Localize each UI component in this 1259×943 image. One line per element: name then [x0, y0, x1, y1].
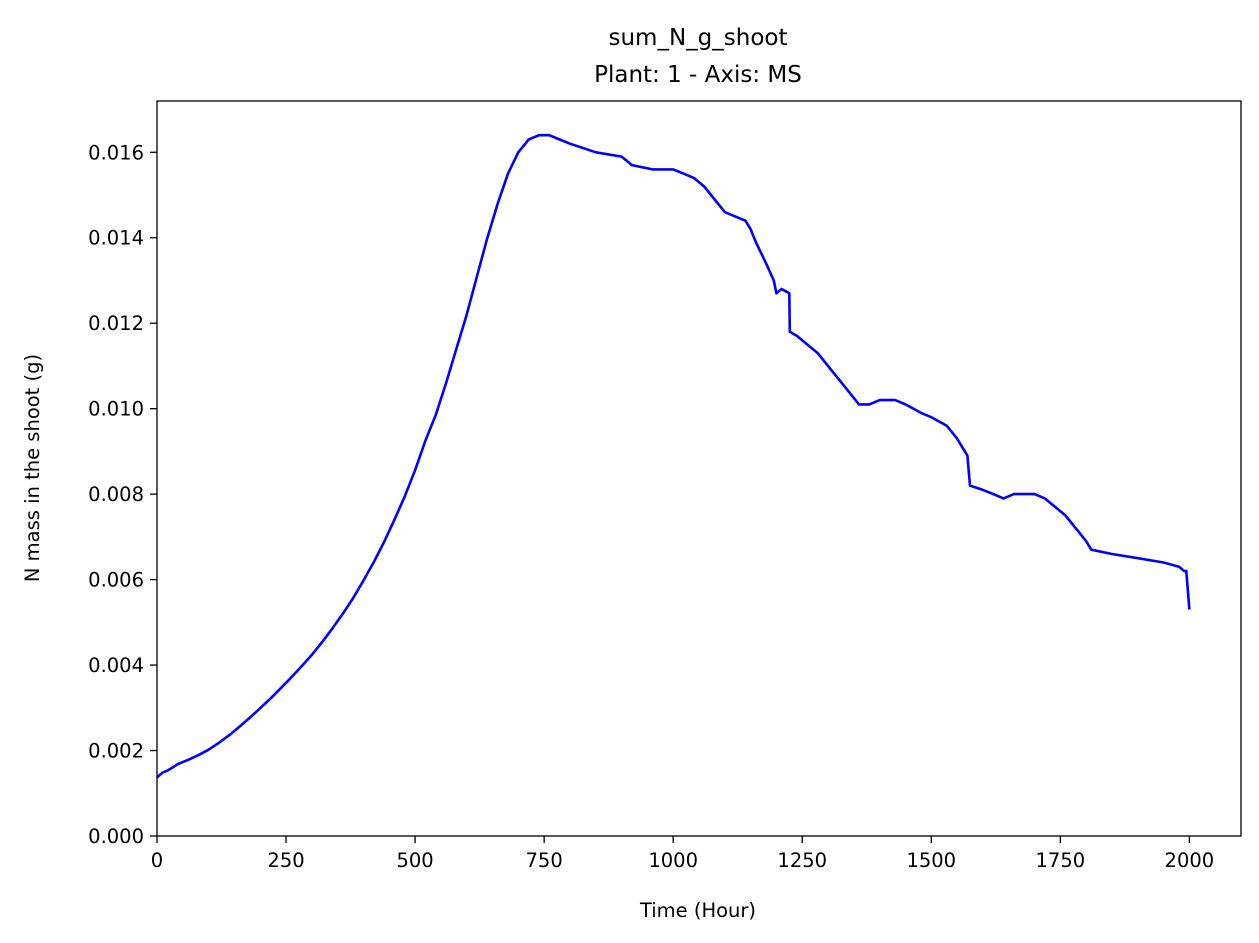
y-tick-label: 0.002 [88, 740, 144, 763]
x-tick-label: 1750 [1036, 849, 1086, 872]
y-tick-label: 0.016 [88, 141, 144, 164]
chart-title: sum_N_g_shoot [609, 25, 788, 51]
y-tick-label: 0.006 [88, 569, 144, 592]
x-tick-label: 1500 [906, 849, 956, 872]
x-tick-label: 750 [526, 849, 563, 872]
y-axis-label: N mass in the shoot (g) [21, 354, 44, 582]
y-tick-label: 0.000 [88, 825, 144, 848]
x-tick-label: 0 [151, 849, 163, 872]
y-tick-label: 0.010 [88, 398, 144, 421]
x-tick-label: 1000 [648, 849, 698, 872]
plot-area: 0 250 500 750 1000 1250 1500 1750 2000 0.000 0.002… [88, 100, 1242, 872]
y-tick-label: 0.012 [88, 312, 144, 335]
x-tick-label: 500 [396, 849, 433, 872]
y-tick-label: 0.004 [88, 654, 144, 677]
x-tick-label: 2000 [1165, 849, 1215, 872]
x-tick-label: 1250 [777, 849, 827, 872]
x-tick-label: 250 [267, 849, 304, 872]
x-axis-label: Time (Hour) [639, 899, 756, 922]
series-line-0 [156, 133, 1191, 779]
y-tick-label: 0.008 [88, 483, 144, 506]
axes-frame [156, 100, 1242, 837]
y-tick-label: 0.014 [88, 227, 144, 250]
chart-subtitle: Plant: 1 - Axis: MS [594, 62, 802, 88]
